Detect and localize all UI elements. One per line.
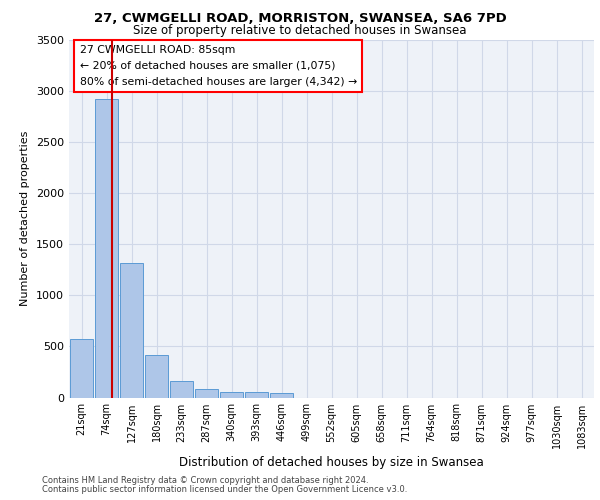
X-axis label: Distribution of detached houses by size in Swansea: Distribution of detached houses by size … <box>179 456 484 469</box>
Bar <box>245 392 268 398</box>
Text: 27, CWMGELLI ROAD, MORRISTON, SWANSEA, SA6 7PD: 27, CWMGELLI ROAD, MORRISTON, SWANSEA, S… <box>94 12 506 26</box>
Text: Size of property relative to detached houses in Swansea: Size of property relative to detached ho… <box>133 24 467 37</box>
Bar <box>119 262 143 398</box>
Text: 27 CWMGELLI ROAD: 85sqm
← 20% of detached houses are smaller (1,075)
80% of semi: 27 CWMGELLI ROAD: 85sqm ← 20% of detache… <box>79 46 357 86</box>
Bar <box>269 393 293 398</box>
Text: Contains public sector information licensed under the Open Government Licence v3: Contains public sector information licen… <box>42 484 407 494</box>
Bar <box>170 381 193 398</box>
Bar <box>70 340 94 398</box>
Bar <box>194 390 218 398</box>
Bar <box>95 99 118 398</box>
Text: Contains HM Land Registry data © Crown copyright and database right 2024.: Contains HM Land Registry data © Crown c… <box>42 476 368 485</box>
Bar <box>220 392 244 398</box>
Bar <box>145 355 169 398</box>
Y-axis label: Number of detached properties: Number of detached properties <box>20 131 31 306</box>
